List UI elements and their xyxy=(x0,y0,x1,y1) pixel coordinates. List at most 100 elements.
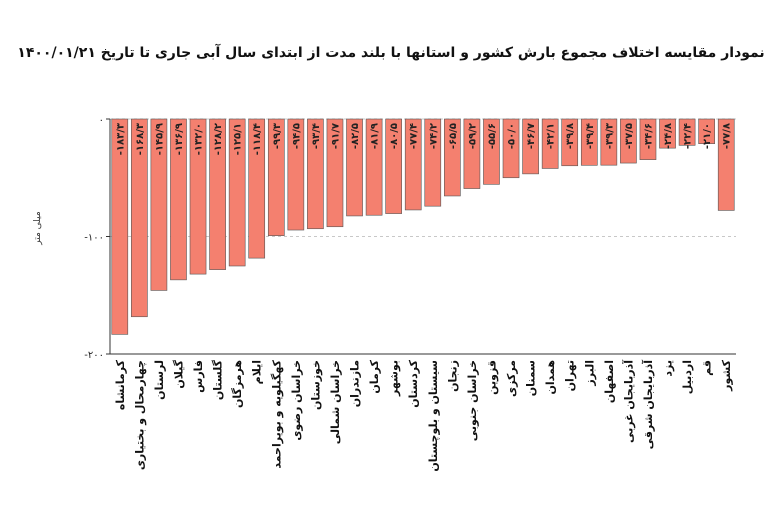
bar-5 xyxy=(209,118,226,270)
data-label-19: -۵۵/۶ xyxy=(487,123,498,149)
data-label-24: -۳۹/۴ xyxy=(585,123,596,149)
bar-16 xyxy=(424,118,442,207)
category-label-31: کشور xyxy=(720,359,733,391)
category-label-26: آذربایجان غربی xyxy=(621,360,635,443)
bar-2 xyxy=(150,118,168,291)
data-label-16: -۷۴/۲ xyxy=(428,123,439,149)
data-label-18: -۵۹/۲ xyxy=(467,123,478,149)
category-label-28: یزد xyxy=(662,360,675,377)
category-label-9: خراسان رضوی xyxy=(290,360,303,441)
bar-0 xyxy=(111,118,129,335)
bar-1 xyxy=(131,118,148,318)
bar-19 xyxy=(483,118,500,185)
bar-7 xyxy=(248,118,266,259)
data-label-25: -۳۹/۳ xyxy=(604,123,615,149)
category-label-21: سمنان xyxy=(525,360,538,396)
data-label-17: -۶۵/۵ xyxy=(448,123,459,149)
bar-14 xyxy=(385,118,402,214)
data-label-6: -۱۲۵/۱ xyxy=(233,123,244,155)
data-label-15: -۷۷/۴ xyxy=(409,123,420,149)
data-label-29: -۲۲/۴ xyxy=(683,123,694,149)
data-label-14: -۸۰/۵ xyxy=(389,123,400,149)
category-label-24: البرز xyxy=(583,360,596,387)
y-tick-label-2: -۲۰۰ xyxy=(84,350,104,361)
y-axis-label: میلی متر xyxy=(33,211,43,246)
data-label-11: -۹۱/۷ xyxy=(330,123,341,149)
category-label-5: گلستان xyxy=(212,359,225,400)
data-label-1: -۱۶۸/۳ xyxy=(135,123,146,155)
data-label-28: -۲۴/۸ xyxy=(663,123,674,149)
data-label-5: -۱۲۸/۲ xyxy=(213,123,224,155)
data-label-20: -۵۰/۰ xyxy=(507,123,518,149)
category-label-11: خراسان شمالی xyxy=(329,360,342,444)
bar-15 xyxy=(404,118,422,211)
category-label-25: اصفهان xyxy=(603,360,616,403)
bar-17 xyxy=(444,118,461,197)
category-label-17: زنجان xyxy=(446,360,459,392)
category-label-19: قزوین xyxy=(485,360,498,395)
category-label-22: همدان xyxy=(544,360,557,395)
category-label-27: آذربایجان شرقی xyxy=(641,360,655,450)
bar-30 xyxy=(698,118,715,144)
bar-23 xyxy=(561,118,579,167)
data-label-2: -۱۴۵/۹ xyxy=(154,123,165,155)
bar-29 xyxy=(678,118,696,146)
data-labels: -۱۸۳/۳ -۱۶۸/۳ -۱۴۵/۹ -۱۳۶/۹ -۱۳۲/۰ -۱۲۸/۲ -۱۲۵… xyxy=(115,123,732,155)
category-label-14: بوشهر xyxy=(388,360,401,397)
bar-25 xyxy=(600,118,618,166)
category-label-7: ایلام xyxy=(251,360,264,384)
y-tick-label-0: ۰ xyxy=(99,115,104,126)
bar-27 xyxy=(639,118,657,160)
data-label-23: -۳۹/۸ xyxy=(565,123,576,149)
category-label-12: مازندران xyxy=(349,360,362,407)
data-label-0: -۱۸۳/۳ xyxy=(115,123,126,155)
bar-21 xyxy=(522,118,539,175)
bar-13 xyxy=(365,118,383,216)
y-tick-label-1: -۱۰۰ xyxy=(84,233,104,244)
bar-24 xyxy=(580,118,598,166)
category-label-6: هرمزگان xyxy=(231,360,244,408)
category-labels: کرمانشاه چهارمحال و بختیاری لرستان گیلان فار… xyxy=(114,359,733,471)
data-label-27: -۳۴/۶ xyxy=(643,123,654,149)
category-label-15: کردستان xyxy=(407,359,420,407)
bar-31 xyxy=(717,118,735,211)
bar-18 xyxy=(463,118,481,189)
data-label-22: -۴۲/۱ xyxy=(546,123,557,149)
data-label-7: -۱۱۸/۴ xyxy=(252,123,263,155)
category-label-8: کهگیلویه و بویراحمد xyxy=(270,359,283,468)
data-label-12: -۸۲/۵ xyxy=(350,123,361,149)
y-ticks: ۰ -۱۰۰ -۲۰۰ xyxy=(84,115,110,361)
bar-12 xyxy=(346,118,363,217)
data-label-26: -۳۷/۵ xyxy=(624,123,635,149)
data-label-8: -۹۹/۳ xyxy=(272,123,283,149)
data-label-30: -۲۱/۰ xyxy=(702,123,713,149)
bar-8 xyxy=(267,118,285,236)
data-label-9: -۹۴/۵ xyxy=(291,123,302,149)
bar-9 xyxy=(287,118,305,231)
data-label-13: -۸۱/۹ xyxy=(370,123,381,149)
data-label-21: -۴۶/۷ xyxy=(526,123,537,149)
category-label-13: کرمان xyxy=(368,359,381,393)
category-label-16: سیستان و بلوچستان xyxy=(427,360,440,472)
chart-title: نمودار مقایسه اختلاف مجموع بارش کشور و ا… xyxy=(17,43,764,61)
bar-3 xyxy=(170,118,187,281)
category-label-20: مرکزی xyxy=(505,360,518,397)
bar-22 xyxy=(541,118,559,169)
data-label-3: -۱۳۶/۹ xyxy=(174,123,185,155)
data-label-31: -۷۷/۸ xyxy=(722,123,733,149)
bars xyxy=(111,118,735,335)
bar-6 xyxy=(228,118,246,267)
category-label-4: فارس xyxy=(192,360,205,393)
category-label-18: خراسان جنوبی xyxy=(466,360,479,441)
category-label-23: تهران xyxy=(564,360,577,391)
bar-26 xyxy=(620,118,637,164)
category-label-1: چهارمحال و بختیاری xyxy=(133,360,146,470)
category-label-30: قم xyxy=(701,360,714,376)
bar-11 xyxy=(326,118,344,228)
bar-10 xyxy=(307,118,324,230)
bar-4 xyxy=(189,118,207,275)
bar-28 xyxy=(659,118,676,149)
category-label-2: لرستان xyxy=(153,360,166,400)
category-label-29: اردبیل xyxy=(681,360,694,394)
